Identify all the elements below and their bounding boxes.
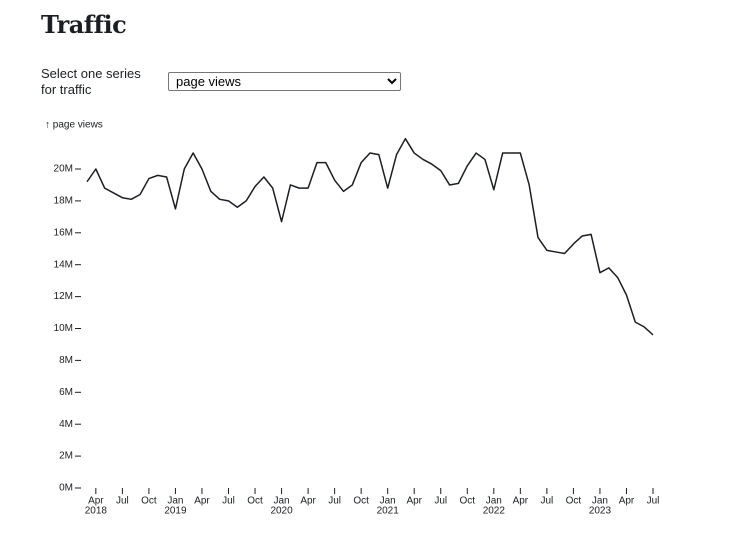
x-tick-label: Apr [406, 496, 422, 507]
x-tick-label: Oct [353, 496, 369, 507]
x-year-label: 2021 [377, 506, 400, 517]
x-tick-label: Jul [222, 496, 235, 507]
x-tick-label: Oct [566, 496, 582, 507]
x-tick-label: Oct [247, 496, 263, 507]
x-tick-label: Apr [619, 496, 635, 507]
x-tick-label: Jul [116, 496, 129, 507]
x-tick-label: Oct [460, 496, 476, 507]
x-tick-label: Apr [88, 496, 104, 507]
page-title: Traffic [41, 10, 127, 39]
x-tick-label: Jul [647, 496, 660, 507]
x-year-label: 2023 [589, 506, 612, 517]
x-tick-label: Jan [592, 496, 608, 507]
x-year-label: 2020 [270, 506, 293, 517]
y-tick-label: 2M [59, 451, 73, 462]
series-select[interactable]: page views [168, 72, 401, 91]
y-tick-label: 0M [59, 483, 73, 494]
x-tick-label: Apr [194, 496, 210, 507]
x-tick-label: Jan [167, 496, 183, 507]
y-tick-label: 18M [54, 196, 73, 207]
y-tick-label: 4M [59, 419, 73, 430]
x-tick-label: Jan [380, 496, 396, 507]
y-tick-label: 8M [59, 355, 73, 366]
y-tick-label: 14M [54, 259, 73, 270]
y-tick-label: 16M [54, 227, 73, 238]
line-series [86, 137, 654, 336]
x-year-label: 2022 [483, 506, 506, 517]
x-tick-label: Jan [486, 496, 502, 507]
y-tick-label: 20M [54, 164, 73, 175]
x-tick-label: Jul [434, 496, 447, 507]
x-tick-label: Oct [141, 496, 157, 507]
y-tick-label: 6M [59, 387, 73, 398]
x-tick-label: Jul [540, 496, 553, 507]
x-tick-label: Jul [328, 496, 341, 507]
x-year-label: 2019 [164, 506, 187, 517]
y-tick-label: 10M [54, 323, 73, 334]
y-axis-label: ↑ page views [45, 120, 103, 131]
select-label: Select one series for traffic [41, 66, 141, 97]
x-tick-label: Apr [300, 496, 316, 507]
y-tick-label: 12M [54, 291, 73, 302]
x-tick-label: Jan [274, 496, 290, 507]
x-year-label: 2018 [85, 506, 108, 517]
x-tick-label: Apr [513, 496, 529, 507]
